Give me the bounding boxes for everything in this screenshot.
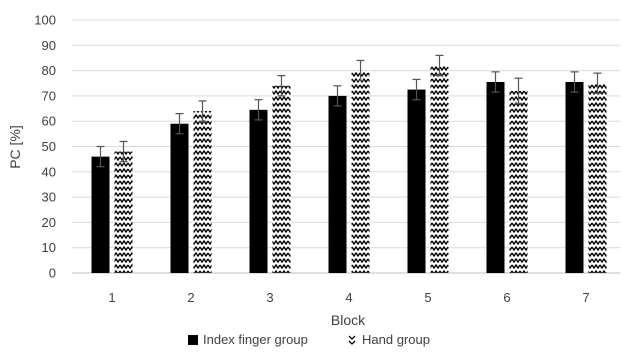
y-tick-label: 40 — [42, 164, 56, 179]
y-tick-label: 20 — [42, 215, 56, 230]
bar-hand-group — [351, 70, 370, 273]
error-bar — [277, 75, 286, 97]
y-axis-title: PC [%] — [7, 125, 23, 169]
error-bar — [593, 72, 602, 94]
y-tick-label: 80 — [42, 63, 56, 78]
error-bar — [514, 77, 523, 105]
legend-swatch — [348, 335, 356, 345]
x-tick-label: 7 — [582, 290, 589, 305]
bars — [91, 54, 607, 274]
error-bar — [254, 99, 263, 121]
bar-hand-group — [588, 83, 607, 273]
legend-label: Index finger group — [203, 332, 308, 347]
error-bar — [412, 78, 421, 101]
error-bar — [356, 59, 365, 82]
legend-item-index-finger-group: Index finger group — [188, 332, 308, 347]
error-bar — [119, 140, 128, 163]
x-tick-label: 3 — [266, 290, 273, 305]
y-tick-label: 10 — [42, 240, 56, 255]
y-tick-label: 70 — [42, 88, 56, 103]
y-tick-label: 60 — [42, 114, 56, 129]
bar-index-finger-group — [170, 123, 189, 273]
y-axis-ticks: 0 10 20 30 40 50 60 70 80 90 100 — [34, 13, 56, 281]
x-axis-title: Block — [331, 312, 366, 328]
x-tick-label: 2 — [187, 290, 194, 305]
bar-hand-group — [430, 65, 449, 273]
x-tick-label: 4 — [345, 290, 352, 305]
legend-swatch — [188, 335, 198, 345]
x-tick-label: 5 — [424, 290, 431, 305]
error-bar — [96, 145, 105, 168]
legend: Index finger group Hand group — [188, 332, 430, 347]
bar-hand-group — [509, 90, 528, 273]
y-tick-label: 0 — [49, 266, 56, 281]
y-tick-label: 100 — [34, 13, 56, 28]
bar-index-finger-group — [407, 89, 426, 273]
error-bar — [175, 113, 184, 135]
bar-hand-group — [114, 151, 133, 273]
bar-index-finger-group — [249, 109, 268, 273]
bar-index-finger-group — [328, 95, 347, 274]
x-tick-label: 1 — [108, 290, 115, 305]
error-bar — [491, 71, 500, 93]
error-bar — [198, 100, 207, 122]
error-bar — [570, 71, 579, 93]
bar-index-finger-group — [565, 81, 584, 273]
y-tick-label: 90 — [42, 38, 56, 53]
error-bar — [435, 54, 444, 77]
bar-hand-group — [272, 85, 291, 273]
error-bar — [333, 85, 342, 107]
bar-index-finger-group — [91, 156, 110, 273]
x-tick-label: 6 — [503, 290, 510, 305]
y-tick-label: 30 — [42, 190, 56, 205]
legend-label: Hand group — [362, 332, 430, 347]
x-axis-ticks: 1 2 3 4 5 6 7 — [108, 290, 589, 305]
legend-item-hand-group: Hand group — [348, 332, 430, 347]
bar-hand-group — [193, 111, 212, 273]
y-tick-label: 50 — [42, 139, 56, 154]
bar-index-finger-group — [486, 81, 505, 273]
